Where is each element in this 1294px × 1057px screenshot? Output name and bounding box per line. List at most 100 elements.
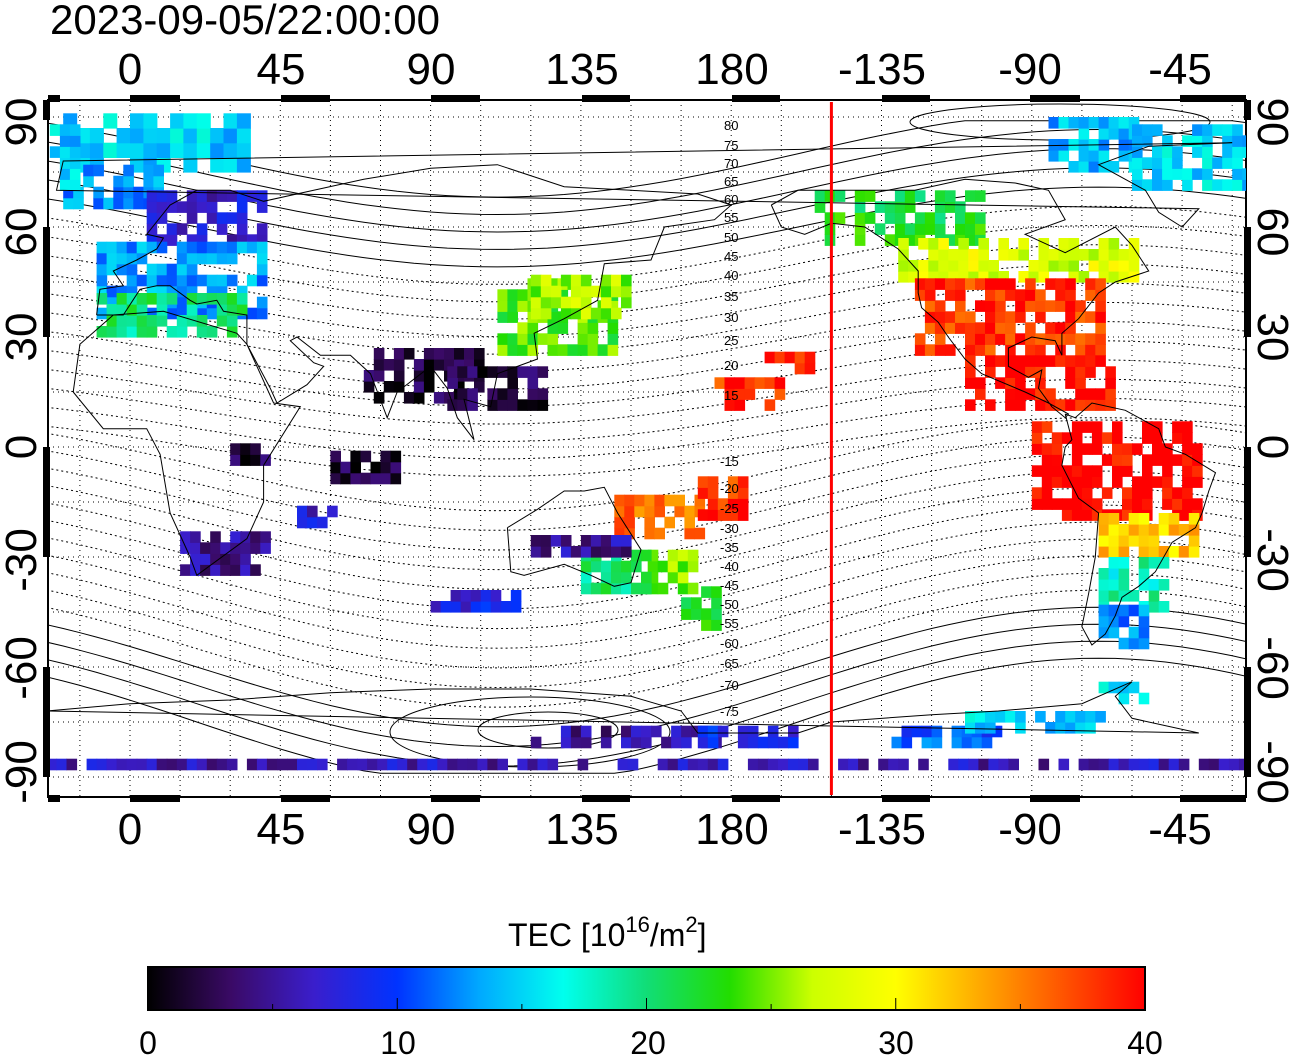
tec-cell	[517, 322, 528, 334]
tec-cell	[327, 505, 338, 518]
tec-cell	[557, 289, 569, 301]
tec-cell	[767, 725, 779, 738]
tec-cell	[1118, 117, 1130, 129]
tec-cell	[93, 197, 104, 210]
lat-tick-right: -30	[1248, 528, 1294, 592]
tec-cell	[180, 564, 191, 576]
tec-cell	[216, 190, 228, 202]
tec-cell	[196, 234, 208, 246]
tec-cell	[63, 186, 74, 199]
tec-cell	[156, 201, 168, 213]
tec-cell	[955, 311, 966, 323]
lon-tick-bottom: -90	[998, 805, 1062, 854]
tec-cell	[126, 252, 138, 265]
tec-cell	[1182, 135, 1193, 147]
tec-cell	[1108, 117, 1120, 129]
tec-cell	[1182, 454, 1193, 466]
tec-cell	[631, 725, 642, 738]
tec-cell	[644, 516, 655, 529]
tec-cell	[975, 190, 986, 202]
tec-cell	[230, 454, 241, 466]
tec-cell	[1065, 366, 1076, 378]
tec-cell	[497, 399, 508, 411]
tec-cell	[995, 333, 1006, 345]
tec-cell	[166, 223, 178, 235]
tec-cell	[607, 344, 619, 356]
tec-cell	[143, 164, 154, 177]
tec-cell	[1031, 498, 1043, 510]
tec-cell	[1182, 168, 1193, 180]
lon-tick-bottom: 135	[545, 805, 618, 854]
tec-cell	[1158, 758, 1170, 771]
tec-cell	[146, 223, 158, 235]
tec-cell	[958, 249, 969, 261]
tec-cell	[1222, 146, 1233, 158]
tec-cell	[985, 711, 996, 723]
tec-cell	[570, 285, 582, 298]
tec-cell	[924, 278, 936, 290]
tec-cell	[1091, 509, 1103, 521]
tec-cell	[497, 388, 508, 400]
lon-tick-bottom: 0	[118, 805, 142, 854]
tec-cell	[948, 758, 959, 771]
tec-cell	[1068, 249, 1080, 261]
tec-cell	[580, 535, 592, 547]
tec-cell	[1085, 278, 1096, 290]
tec-cell	[517, 758, 528, 771]
tec-cell	[1055, 300, 1066, 312]
tec-cell	[757, 736, 769, 749]
tec-cell	[96, 263, 108, 276]
tec-cell	[965, 223, 976, 235]
tec-cell	[1098, 238, 1110, 250]
tec-cell	[1031, 432, 1043, 444]
tec-cell	[858, 758, 869, 771]
tec-cell	[1081, 509, 1093, 521]
coastline	[72, 310, 302, 577]
tec-cell	[166, 201, 178, 213]
tec-cell	[487, 758, 498, 771]
tec-cell	[156, 304, 168, 316]
tec-cell	[457, 399, 468, 411]
tec-cell	[1122, 454, 1133, 466]
tec-cell	[517, 300, 528, 312]
tec-cell	[1162, 157, 1173, 169]
tec-cell	[1128, 260, 1140, 272]
tec-cell	[1108, 546, 1120, 558]
tec-cell	[998, 238, 1009, 250]
lat-tick-right: 90	[1248, 98, 1294, 147]
tec-cell	[206, 326, 218, 338]
tec-cell	[1108, 271, 1120, 283]
tec-cell	[1025, 366, 1036, 378]
tec-cell	[647, 549, 659, 562]
tec-cell	[547, 322, 559, 334]
tec-cell	[1202, 135, 1213, 147]
tec-cell	[126, 758, 138, 771]
tec-cell	[560, 296, 572, 309]
tec-cell	[1068, 117, 1080, 129]
tec-cell	[1025, 289, 1036, 301]
contour-label: -70	[720, 678, 739, 693]
tec-cell	[403, 348, 415, 360]
tec-cell	[1132, 498, 1143, 510]
tec-cell	[934, 344, 946, 356]
tec-cell	[510, 590, 522, 602]
tec-cell	[1168, 758, 1180, 771]
tec-cell	[1182, 465, 1193, 477]
tec-cell	[1081, 421, 1093, 433]
tec-cell	[507, 333, 518, 345]
tec-cell	[527, 366, 539, 378]
tec-cell	[1132, 135, 1143, 147]
tec-cell	[948, 249, 959, 261]
tec-cell	[1242, 146, 1246, 158]
tec-cell	[1005, 278, 1016, 290]
tec-cell	[1095, 289, 1106, 301]
tec-cell	[697, 487, 709, 499]
tec-cell	[1071, 454, 1083, 466]
tec-cell	[236, 234, 248, 246]
tec-cell	[1085, 333, 1096, 345]
tec-cell	[1232, 124, 1243, 136]
tec-cell	[1108, 524, 1120, 536]
tec-cell	[317, 516, 328, 529]
tec-cell	[560, 274, 572, 287]
tec-cell	[1051, 454, 1063, 466]
